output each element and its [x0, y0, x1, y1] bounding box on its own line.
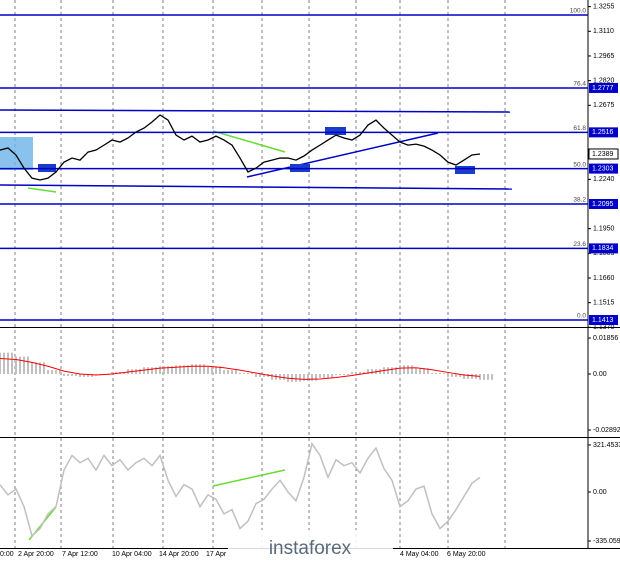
x-tick-label: 0:00	[0, 551, 14, 558]
price-box	[589, 198, 618, 209]
signal-line	[0, 357, 481, 380]
y-tick-label: 1.1660	[593, 275, 615, 282]
y-tick-label: 1.3255	[593, 3, 615, 10]
y-tick-label: 1.2965	[593, 53, 615, 60]
fib-name: 50.0	[573, 161, 586, 168]
y-tick-label: 1.1805	[593, 250, 615, 257]
fib-price: 1.1413	[592, 317, 614, 324]
series-line	[0, 441, 481, 538]
fib-name: 61.8	[573, 125, 586, 132]
price-box	[589, 127, 618, 138]
y-tick-label: -335.0598	[593, 538, 620, 545]
fib-name: 23.6	[573, 241, 586, 248]
price-box	[589, 82, 618, 93]
y-tick-label: 0.00	[593, 371, 607, 378]
y-tick-label: 1.1370	[593, 324, 615, 331]
fib-name: 0.0	[577, 313, 586, 320]
current-price: 1.2389	[592, 151, 614, 158]
y-tick-label: 1.3110	[593, 28, 614, 35]
x-tick-label: 4 May 04:00	[400, 551, 439, 558]
fib-price: 1.2303	[592, 165, 614, 172]
price-box	[589, 315, 618, 326]
y-tick-label: -0.02892	[593, 427, 620, 434]
fib-price: 1.2777	[592, 85, 614, 92]
x-tick-label: 6 May 20:00	[447, 551, 486, 558]
y-tick-label: 0.01856	[593, 335, 618, 342]
x-tick-label: 2 Apr 20:00	[18, 551, 54, 558]
fib-price: 1.2095	[592, 201, 614, 208]
x-tick-label: 17 Apr	[206, 551, 227, 558]
fib-name: 76.4	[573, 81, 586, 88]
current-price-box	[588, 148, 619, 160]
y-tick-label: 1.2675	[593, 102, 615, 109]
fib-name: 100.0	[570, 8, 587, 15]
y-tick-label: 1.2240	[593, 176, 615, 183]
watermark: instaforex	[269, 538, 352, 559]
y-tick-label: 1.1515	[593, 300, 615, 307]
x-tick-label: 10 Apr 04:00	[112, 551, 152, 558]
x-tick-label: 7 Apr 12:00	[62, 551, 98, 558]
x-tick-label: 14 Apr 20:00	[159, 551, 199, 558]
fib-price: 1.1834	[592, 245, 614, 252]
axes	[0, 0, 620, 549]
watermark-bg	[228, 530, 393, 563]
y-tick-label: 0.00	[593, 489, 607, 496]
price-box	[589, 163, 618, 174]
fib-name: 38.2	[573, 197, 586, 204]
series-line	[0, 114, 481, 181]
price-box	[589, 243, 618, 254]
y-tick-label: 321.4533	[593, 442, 620, 449]
y-tick-label: 1.2820	[593, 77, 615, 84]
highlight-box	[0, 137, 33, 170]
y-tick-label: 1.1950	[593, 226, 615, 233]
fib-price: 1.2516	[592, 129, 614, 136]
